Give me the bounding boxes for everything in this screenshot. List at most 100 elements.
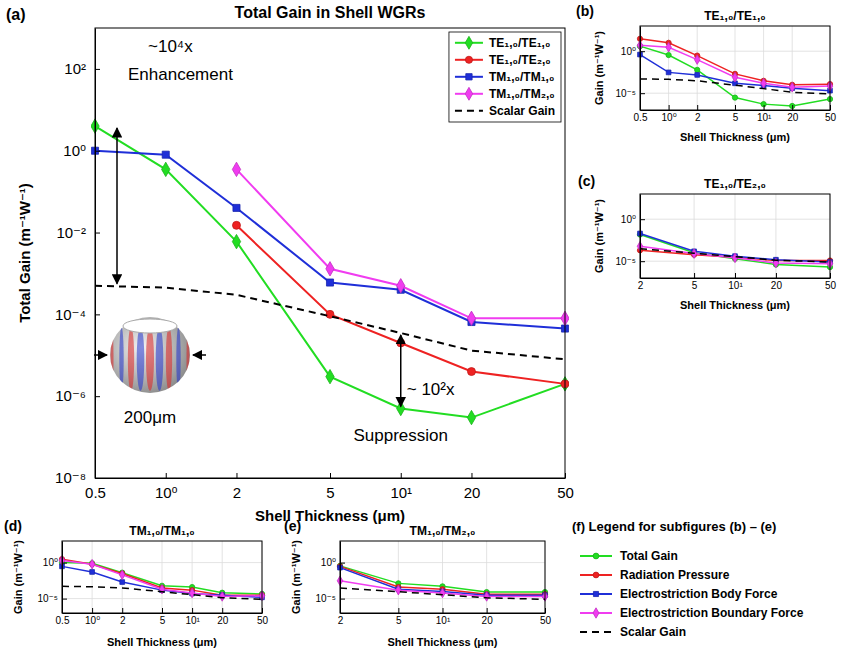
series-line	[640, 233, 830, 262]
x-tick-label: 20	[464, 484, 481, 501]
x-tick: 20	[482, 608, 494, 626]
x-tick-mark	[262, 608, 263, 613]
series-marker	[467, 410, 475, 424]
y-axis-title: Total Gain (m⁻¹W⁻¹)	[16, 183, 33, 323]
y-tick-mark	[340, 563, 345, 564]
x-tick-label: 2	[120, 615, 126, 626]
plot-background	[62, 541, 262, 613]
legend-marker	[593, 608, 599, 618]
y-tick-label: 10⁰	[621, 214, 636, 225]
panel: 0.510⁰2510¹205010⁻⁵10⁰TE₁,₀/TE₁,₀(b)Shel…	[576, 3, 836, 143]
inset-stripe	[111, 327, 114, 391]
x-tick-label: 5	[733, 112, 739, 123]
y-axis-title: Gain (m⁻¹W⁻¹)	[593, 31, 605, 105]
x-axis: 2510¹2050	[638, 273, 837, 291]
series-marker	[789, 83, 795, 93]
x-axis: 2510¹2050	[338, 608, 552, 626]
grid	[62, 541, 262, 613]
x-tick-mark	[565, 473, 566, 478]
legend-label: Total Gain	[620, 549, 678, 563]
y-tick: 10⁻⁵	[615, 256, 645, 267]
x-tick: 5	[326, 473, 334, 501]
panel: 0.510⁰2510¹205010⁻⁸10⁻⁶10⁻⁴10⁻²10⁰10²Tot…	[6, 4, 574, 524]
x-tick-label: 10¹	[390, 484, 412, 501]
series-marker	[732, 253, 738, 263]
y-tick-label: 10⁻⁵	[37, 593, 58, 604]
y-tick-mark	[95, 151, 100, 152]
grid	[340, 541, 545, 613]
shared-legend: (f) Legend for subfigures (b) – (e)Total…	[572, 519, 804, 639]
series-line	[640, 249, 830, 262]
plot-frame	[95, 28, 565, 478]
x-tick: 50	[825, 273, 837, 291]
legend-marker	[465, 87, 472, 100]
x-tick-label: 2	[695, 112, 701, 123]
x-tick-mark	[192, 608, 193, 613]
x-tick: 2	[233, 473, 241, 501]
series-marker	[761, 79, 767, 89]
series-line	[236, 169, 565, 318]
y-tick-mark	[640, 261, 645, 262]
grid-line	[92, 541, 93, 613]
x-tick-mark	[735, 273, 736, 278]
inset-stripe	[119, 327, 123, 391]
y-axis-line	[340, 542, 341, 614]
x-axis-line	[96, 478, 566, 479]
x-tick: 2	[120, 608, 126, 626]
legend-marker	[465, 56, 472, 63]
x-axis-line	[641, 278, 831, 279]
x-tick-mark	[694, 273, 695, 278]
y-tick: 10⁻⁵	[615, 88, 645, 99]
series-marker	[467, 368, 475, 376]
panel: 0.510⁰2510¹205010⁻⁵10⁰TM₁,₀/TM₁,₀(d)Shel…	[4, 518, 268, 648]
y-tick-mark	[340, 599, 345, 600]
x-tick-mark	[166, 473, 167, 478]
x-axis-title: Shell Thickness (μm)	[680, 299, 790, 311]
x-tick: 50	[540, 608, 552, 626]
plot-area	[59, 556, 265, 602]
plot-area	[637, 231, 833, 270]
plot-background	[340, 541, 545, 613]
y-tick-mark	[640, 219, 645, 220]
x-tick-label: 10⁰	[662, 112, 677, 123]
legend: TE₁,₀/TE₁,₀TE₁,₀/TE₂,₀TM₁,₀/TM₁,₀TM₁,₀/T…	[449, 32, 561, 122]
x-tick-mark	[122, 608, 123, 613]
x-tick: 10¹	[390, 473, 412, 501]
plot-frame	[640, 194, 830, 278]
x-axis: 0.510⁰2510¹2050	[85, 473, 574, 501]
series-line	[62, 559, 262, 595]
legend-label: TM₁,₀/TM₁,₀	[489, 70, 554, 84]
series-marker	[89, 559, 95, 569]
x-tick-mark	[398, 608, 399, 613]
legend-item: Total Gain	[580, 549, 678, 563]
y-tick: 10⁰	[321, 557, 345, 568]
legend-line	[455, 110, 483, 112]
y-tick-mark	[62, 599, 67, 600]
chart-title: TM₁,₀/TM₂,₀	[410, 524, 476, 538]
x-tick-label: 20	[787, 112, 799, 123]
series-marker	[219, 592, 225, 602]
x-tick-mark	[697, 105, 698, 110]
legend-item: Scalar Gain	[455, 104, 555, 118]
series-line	[640, 79, 830, 94]
series-line	[640, 235, 830, 268]
series-marker	[666, 70, 671, 75]
x-tick-mark	[669, 105, 670, 110]
series-line	[62, 586, 262, 599]
x-tick-mark	[471, 473, 472, 478]
annotation: ~ 10²x	[407, 380, 455, 399]
x-tick: 50	[557, 473, 574, 501]
series-marker	[732, 95, 737, 100]
y-tick-label: 10⁻²	[56, 224, 86, 241]
y-tick: 10⁰	[621, 214, 645, 225]
series-line	[95, 126, 565, 417]
panel-label: (d)	[4, 518, 22, 534]
x-tick-mark	[735, 105, 736, 110]
y-tick-label: 10⁰	[321, 557, 336, 568]
legend-label: TE₁,₀/TE₁,₀	[489, 36, 550, 50]
x-tick-mark	[222, 608, 223, 613]
inset-hole	[123, 319, 177, 333]
panel: 2510¹205010⁻⁵10⁰TE₁,₀/TE₂,₀(c)Shell Thic…	[578, 173, 836, 311]
inset-stripe	[156, 327, 164, 391]
x-tick: 20	[771, 273, 783, 291]
